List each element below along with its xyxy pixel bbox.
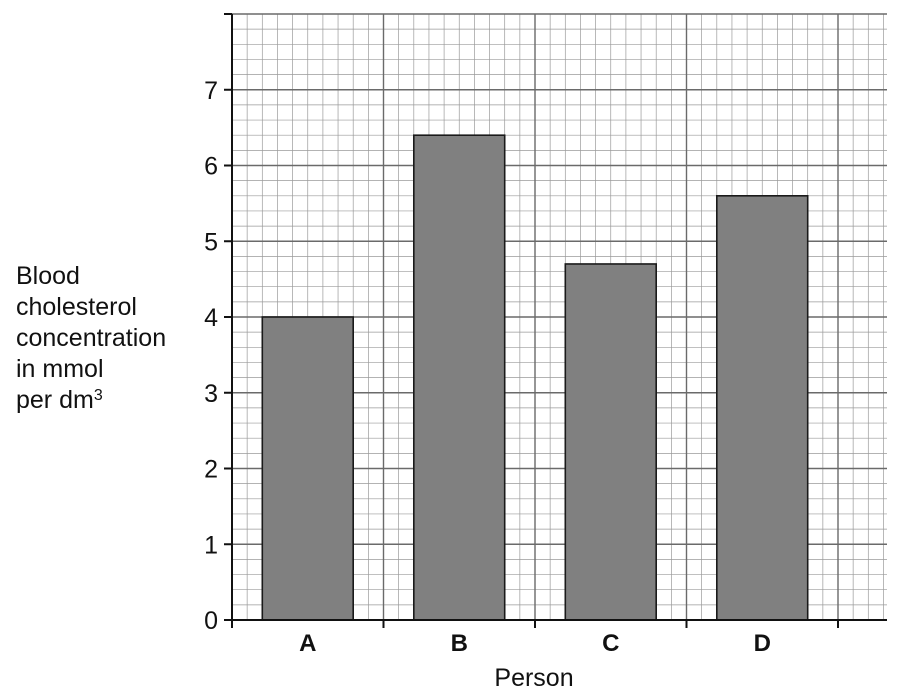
y-tick-label: 7 xyxy=(204,77,218,105)
y-tick-label: 6 xyxy=(204,153,218,181)
y-axis-label-line: concentration xyxy=(16,324,167,352)
x-tick-label: C xyxy=(602,630,619,657)
y-tick-labels: 0 1 2 3 4 5 6 7 xyxy=(204,77,218,635)
x-tick-label: B xyxy=(451,630,468,657)
y-axis-label-line: per dm3 xyxy=(16,385,206,416)
y-tick-label: 0 xyxy=(204,607,218,635)
y-tick-label: 5 xyxy=(204,228,218,256)
bar-A xyxy=(261,316,354,621)
axes xyxy=(224,13,887,628)
y-tick-label: 4 xyxy=(204,304,218,332)
y-tick-label: 2 xyxy=(204,456,218,484)
y-axis-label-unit: per dm xyxy=(16,386,94,414)
y-axis-label-line: Blood xyxy=(16,262,80,290)
bar-C xyxy=(564,263,657,621)
x-tick-labels: A B C D xyxy=(299,630,771,657)
bars xyxy=(261,134,809,621)
y-tick-label: 1 xyxy=(204,531,218,559)
x-axis-label: Person xyxy=(494,664,573,689)
bar-D xyxy=(715,195,809,621)
y-axis-label-line: cholesterol xyxy=(16,293,137,321)
y-axis-label: Blood cholesterol concentration in mmol … xyxy=(16,261,206,416)
y-axis-label-superscript: 3 xyxy=(93,386,103,404)
y-tick-label: 3 xyxy=(204,380,218,408)
bar-B xyxy=(412,134,506,621)
y-axis-label-line: in mmol xyxy=(16,355,104,383)
x-tick-label: D xyxy=(754,630,771,657)
x-tick-label: A xyxy=(299,630,316,657)
